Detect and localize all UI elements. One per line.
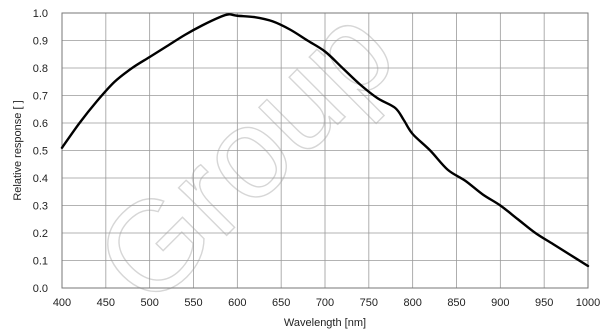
x-tick-label: 900 — [491, 297, 509, 309]
y-tick-label: 0.8 — [33, 63, 48, 75]
x-tick-label: 500 — [140, 297, 158, 309]
x-tick-label: 950 — [535, 297, 553, 309]
x-tick-label: 1000 — [576, 297, 600, 309]
y-tick-label: 0.9 — [33, 36, 48, 48]
x-tick-label: 750 — [360, 297, 378, 309]
x-tick-labels: 400 450 500 550 600 650 700 750 800 850 900 950 1000 — [53, 297, 600, 309]
y-tick-label: 0.0 — [33, 283, 48, 295]
series-line-relative-response — [60, 13, 590, 268]
y-tick-labels: 0.0 0.1 0.2 0.3 0.4 0.5 0.6 0.7 0.8 0.9 1.0 — [33, 8, 48, 295]
x-tick-label: 600 — [228, 297, 246, 309]
y-tick-label: 1.0 — [33, 8, 48, 20]
x-tick-label: 850 — [447, 297, 465, 309]
x-tick-label: 700 — [316, 297, 334, 309]
x-tick-label: 550 — [184, 297, 202, 309]
x-tick-label: 650 — [272, 297, 290, 309]
x-tick-label: 400 — [53, 297, 71, 309]
y-tick-label: 0.1 — [33, 256, 48, 268]
y-tick-label: 0.3 — [33, 201, 48, 213]
plot-frame — [61, 12, 589, 289]
y-tick-label: 0.2 — [33, 228, 48, 240]
y-axis-label: Relative response [ ] — [12, 100, 24, 200]
x-tick-label: 800 — [403, 297, 421, 309]
grid — [61, 12, 589, 289]
y-tick-label: 0.4 — [33, 173, 48, 185]
x-tick-label: 450 — [97, 297, 115, 309]
y-tick-label: 0.7 — [33, 91, 48, 103]
x-axis-label: Wavelength [nm] — [284, 317, 366, 329]
y-tick-label: 0.5 — [33, 146, 48, 158]
y-tick-label: 0.6 — [33, 118, 48, 130]
